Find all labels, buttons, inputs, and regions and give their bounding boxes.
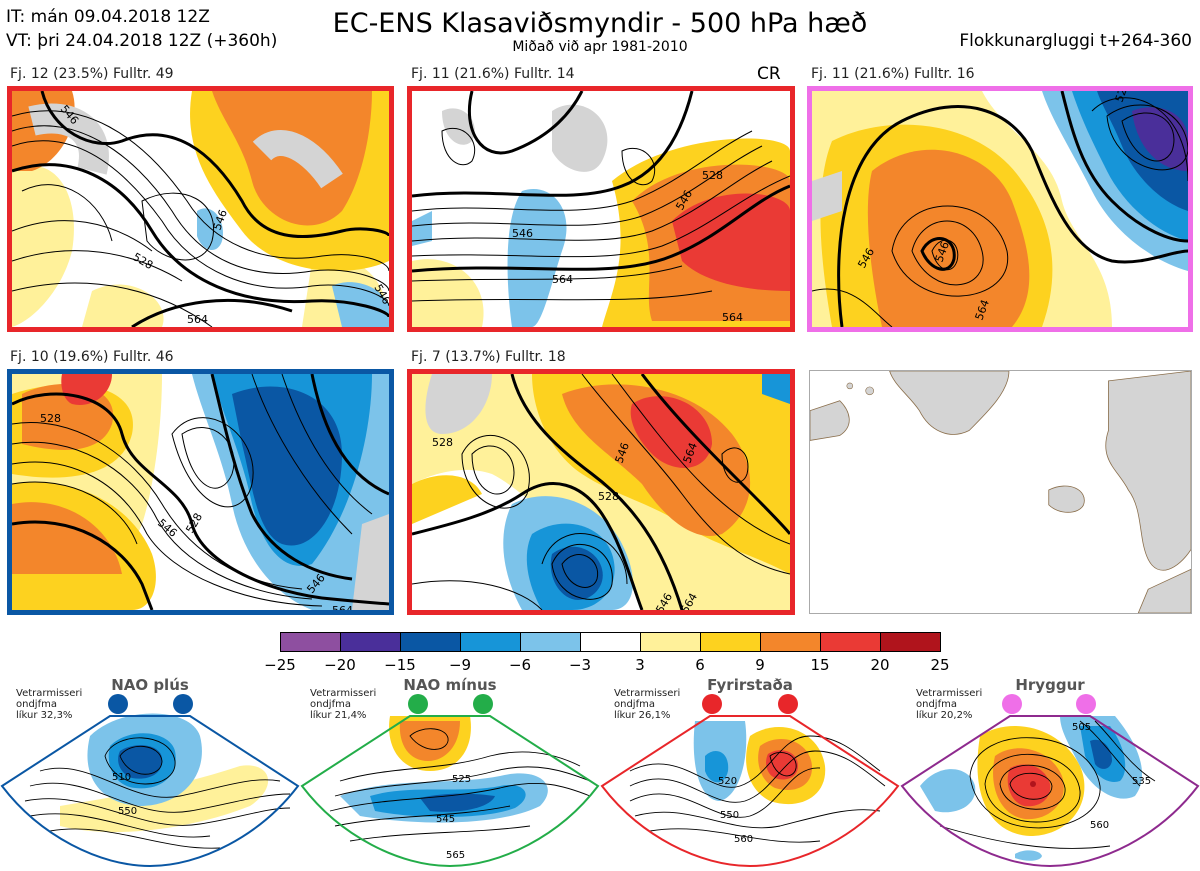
regime-contour-label: 560 xyxy=(1090,820,1109,831)
colorbar-tick-label: −25 xyxy=(264,656,296,674)
colorbar-cell xyxy=(520,632,581,652)
regime-contour-label: 520 xyxy=(718,776,737,787)
page-title: EC-ENS Klasaviðsmyndir - 500 hPa hæð xyxy=(332,8,868,39)
contour-label: 564 xyxy=(722,311,743,324)
regime-info: Vetrarmisseri ondjfma líkur 32,3% xyxy=(16,688,83,721)
colorbar-tick-label: 9 xyxy=(755,656,765,674)
cluster-label-4: Fj. 10 (19.6%) Fulltr. 46 xyxy=(10,349,174,365)
colorbar-tick-label: 15 xyxy=(810,656,830,674)
colorbar-tick-label: −9 xyxy=(448,656,472,674)
cluster-map-5: 528 546 564 528 546 564 xyxy=(407,369,795,615)
colorbar-cell xyxy=(640,632,701,652)
page-subtitle: Miðað við apr 1981-2010 xyxy=(512,39,688,55)
init-time: IT: mán 09.04.2018 12Z xyxy=(6,7,210,27)
regime-contour-label: 505 xyxy=(1072,722,1091,733)
colorbar-cell xyxy=(700,632,761,652)
colorbar-tick-label: −15 xyxy=(384,656,416,674)
regime-contour-label: 550 xyxy=(118,806,137,817)
cluster-map-4: 528 546 528 546 564 xyxy=(7,369,394,615)
colorbar-tick-label: 25 xyxy=(930,656,950,674)
regime-contour-label: 535 xyxy=(1132,776,1151,787)
contour-label: 528 xyxy=(40,412,61,425)
regime-info: Vetrarmisseri ondjfma líkur 26,1% xyxy=(614,688,681,721)
cluster-map-3: 546 546 564 528 xyxy=(807,86,1193,332)
cluster-map-1: 546 528 546 564 546 xyxy=(7,86,394,332)
colorbar-tick-label: −6 xyxy=(508,656,532,674)
regime-contour-label: 565 xyxy=(446,850,465,861)
cluster-map-2: 546 528 546 564 564 xyxy=(407,86,795,332)
colorbar-tick-label: −20 xyxy=(324,656,356,674)
contour-label: 564 xyxy=(552,273,573,286)
regime-title: NAO mínus xyxy=(403,676,497,694)
colorbar-cell xyxy=(760,632,821,652)
colorbar-tick-label: −3 xyxy=(568,656,592,674)
regime-contour-label: 525 xyxy=(452,774,471,785)
colorbar-cell xyxy=(580,632,641,652)
colorbar-cell xyxy=(820,632,881,652)
colorbar-cell xyxy=(460,632,521,652)
contour-label: 528 xyxy=(598,490,619,503)
regime-ridge: Hryggur Vetrarmisseri ondjfma líkur 20,2… xyxy=(900,676,1200,871)
colorbar-tick-label: 6 xyxy=(695,656,705,674)
contour-label: 564 xyxy=(332,604,353,610)
contour-label: 564 xyxy=(187,313,208,326)
classification-window: Flokkunargluggi t+264-360 xyxy=(959,31,1192,51)
regime-blocking: Fyrirstaða Vetrarmisseri ondjfma líkur 2… xyxy=(600,676,900,871)
colorbar-cell xyxy=(280,632,341,652)
colorbar-cell xyxy=(880,632,941,652)
regime-contour-label: 545 xyxy=(436,814,455,825)
contour-label: 528 xyxy=(702,169,723,182)
regime-title: Hryggur xyxy=(1015,676,1085,694)
regime-nao-minus: NAO mínus Vetrarmisseri ondjfma líkur 21… xyxy=(300,676,600,871)
colorbar-cell xyxy=(400,632,461,652)
contour-label: 546 xyxy=(512,227,533,240)
valid-time: VT: þri 24.04.2018 12Z (+360h) xyxy=(6,31,278,51)
regime-title: Fyrirstaða xyxy=(707,676,793,694)
regime-title: NAO plús xyxy=(111,676,189,694)
colorbar-tick-label: 3 xyxy=(635,656,645,674)
contour-label: 528 xyxy=(432,436,453,449)
cluster-label-3: Fj. 11 (21.6%) Fulltr. 16 xyxy=(811,66,975,82)
colorbar-cell xyxy=(340,632,401,652)
colorbar-tick-label: 20 xyxy=(870,656,890,674)
regime-info: Vetrarmisseri ondjfma líkur 21,4% xyxy=(310,688,377,721)
cluster-label-1: Fj. 12 (23.5%) Fulltr. 49 xyxy=(10,66,174,82)
regime-contour-label: 560 xyxy=(734,834,753,845)
regime-info: Vetrarmisseri ondjfma líkur 20,2% xyxy=(916,688,983,721)
control-run-badge: CR xyxy=(757,64,781,84)
cluster-label-5: Fj. 7 (13.7%) Fulltr. 18 xyxy=(411,349,566,365)
regime-nao-plus: NAO plús Vetrarmisseri ondjfma líkur 32,… xyxy=(0,676,300,871)
cluster-label-2: Fj. 11 (21.6%) Fulltr. 14 xyxy=(411,66,575,82)
basemap-panel xyxy=(809,370,1192,614)
regime-contour-label: 510 xyxy=(112,772,131,783)
regime-contour-label: 550 xyxy=(720,810,739,821)
